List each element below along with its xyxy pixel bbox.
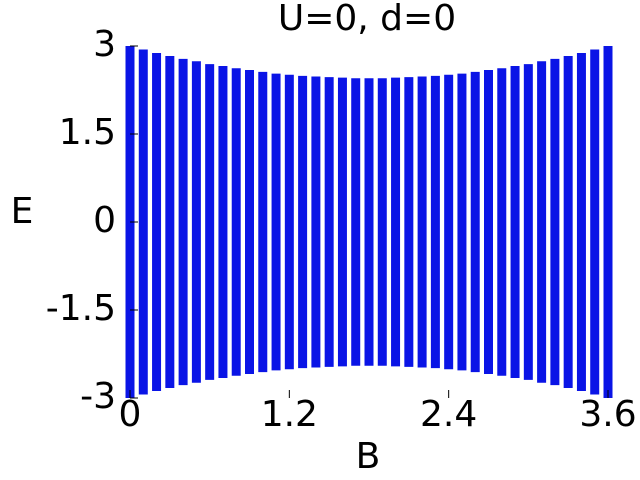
x-tick-label: 1.2 [261,394,318,435]
x-tick-label: 0 [119,394,142,435]
chart-title: U=0, d=0 [278,0,456,39]
x-axis-label: B [356,436,381,477]
y-axis-label: E [11,191,34,232]
y-tick-label: 1.5 [59,112,116,153]
y-tick-label: 0 [93,200,116,241]
x-tick-label: 2.4 [420,394,477,435]
y-tick-label: 3 [93,24,116,65]
y-tick-label: -3 [80,376,116,417]
x-tick-label: 3.6 [579,394,636,435]
y-tick-label: -1.5 [46,288,116,329]
